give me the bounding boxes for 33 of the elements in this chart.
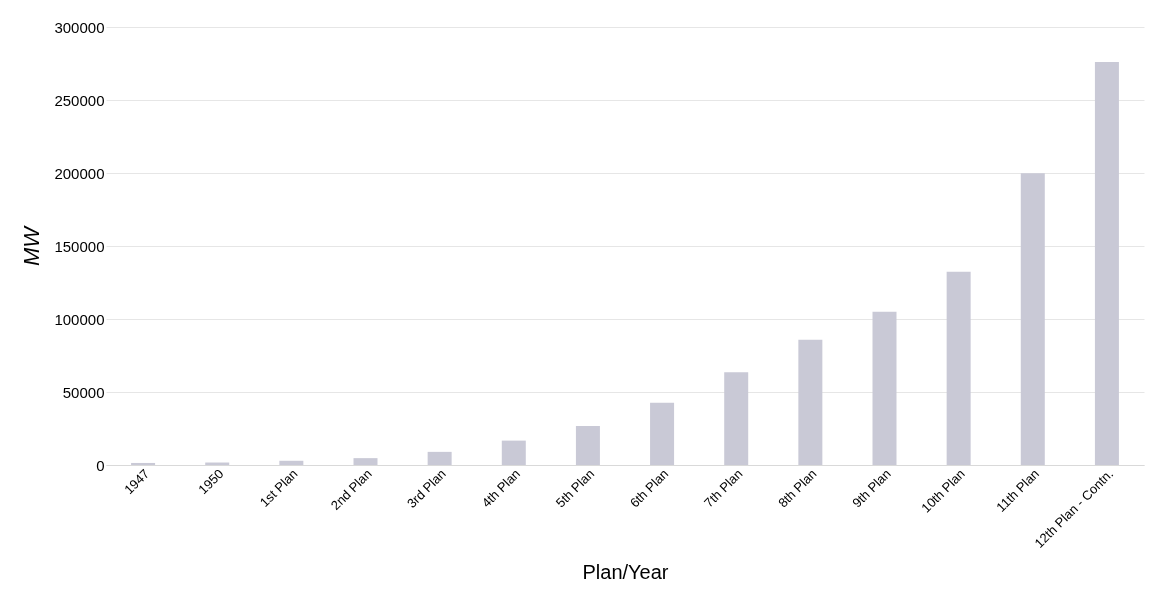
y-tick-label: 250000: [54, 91, 105, 109]
x-tick-label: 5th Plan: [552, 466, 598, 511]
bar: [427, 451, 452, 465]
x-tick-label: 11th Plan: [993, 466, 1042, 515]
y-tick-label: 300000: [54, 18, 105, 36]
x-tick-label: 8th Plan: [775, 466, 820, 511]
y-tick-label: 0: [96, 456, 105, 474]
y-axis-title: MW: [19, 224, 45, 267]
bar: [724, 372, 749, 465]
bar: [872, 311, 897, 465]
x-tick-label: 6th Plan: [626, 466, 672, 511]
x-tick-label: 1st Plan: [256, 466, 301, 510]
x-tick-label: 2nd Plan: [327, 466, 375, 513]
y-tick-label: 100000: [54, 310, 105, 328]
y-tick-label: 200000: [54, 164, 105, 182]
y-tick-label: 50000: [62, 383, 105, 401]
bar: [353, 458, 378, 465]
x-tick-label: 3rd Plan: [403, 466, 449, 511]
bar: [650, 402, 675, 465]
bar: [798, 339, 823, 465]
bar: [279, 460, 304, 465]
bar: [131, 462, 156, 465]
bar: [1094, 62, 1119, 465]
y-tick-label: 150000: [54, 237, 105, 255]
x-tick-label: 10th Plan: [918, 466, 968, 516]
x-tick-label: 7th Plan: [701, 466, 746, 511]
bar: [575, 426, 600, 465]
x-axis-title: Plan/Year: [582, 560, 669, 583]
bar: [946, 271, 971, 465]
x-tick-label: 4th Plan: [478, 466, 523, 511]
bar: [501, 440, 526, 465]
x-tick-label: 9th Plan: [849, 466, 894, 511]
bar: [1020, 173, 1045, 465]
